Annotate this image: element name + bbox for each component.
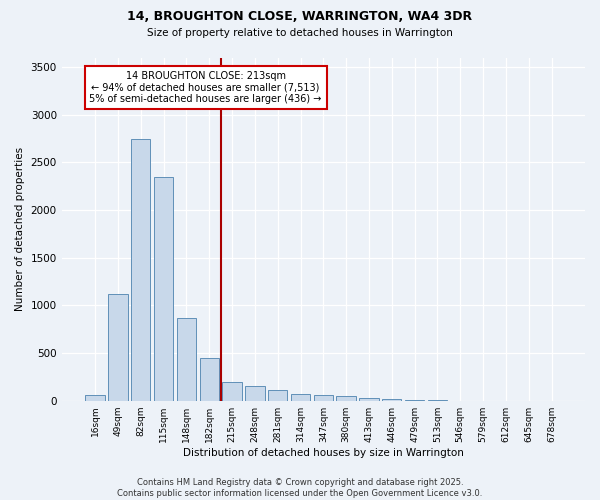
Text: 14 BROUGHTON CLOSE: 213sqm
← 94% of detached houses are smaller (7,513)
5% of se: 14 BROUGHTON CLOSE: 213sqm ← 94% of deta… <box>89 71 322 104</box>
Bar <box>85 396 105 400</box>
Bar <box>223 382 242 400</box>
Bar <box>268 390 287 400</box>
Bar <box>200 358 219 401</box>
Text: Contains HM Land Registry data © Crown copyright and database right 2025.
Contai: Contains HM Land Registry data © Crown c… <box>118 478 482 498</box>
Bar <box>108 294 128 401</box>
Bar <box>245 386 265 400</box>
Text: 14, BROUGHTON CLOSE, WARRINGTON, WA4 3DR: 14, BROUGHTON CLOSE, WARRINGTON, WA4 3DR <box>127 10 473 23</box>
Text: Size of property relative to detached houses in Warrington: Size of property relative to detached ho… <box>147 28 453 38</box>
Bar <box>359 398 379 400</box>
Y-axis label: Number of detached properties: Number of detached properties <box>15 147 25 311</box>
Bar <box>337 396 356 400</box>
Bar <box>177 318 196 400</box>
Bar <box>314 396 333 400</box>
Bar <box>291 394 310 400</box>
Bar <box>131 138 151 400</box>
Bar <box>154 176 173 400</box>
X-axis label: Distribution of detached houses by size in Warrington: Distribution of detached houses by size … <box>183 448 464 458</box>
